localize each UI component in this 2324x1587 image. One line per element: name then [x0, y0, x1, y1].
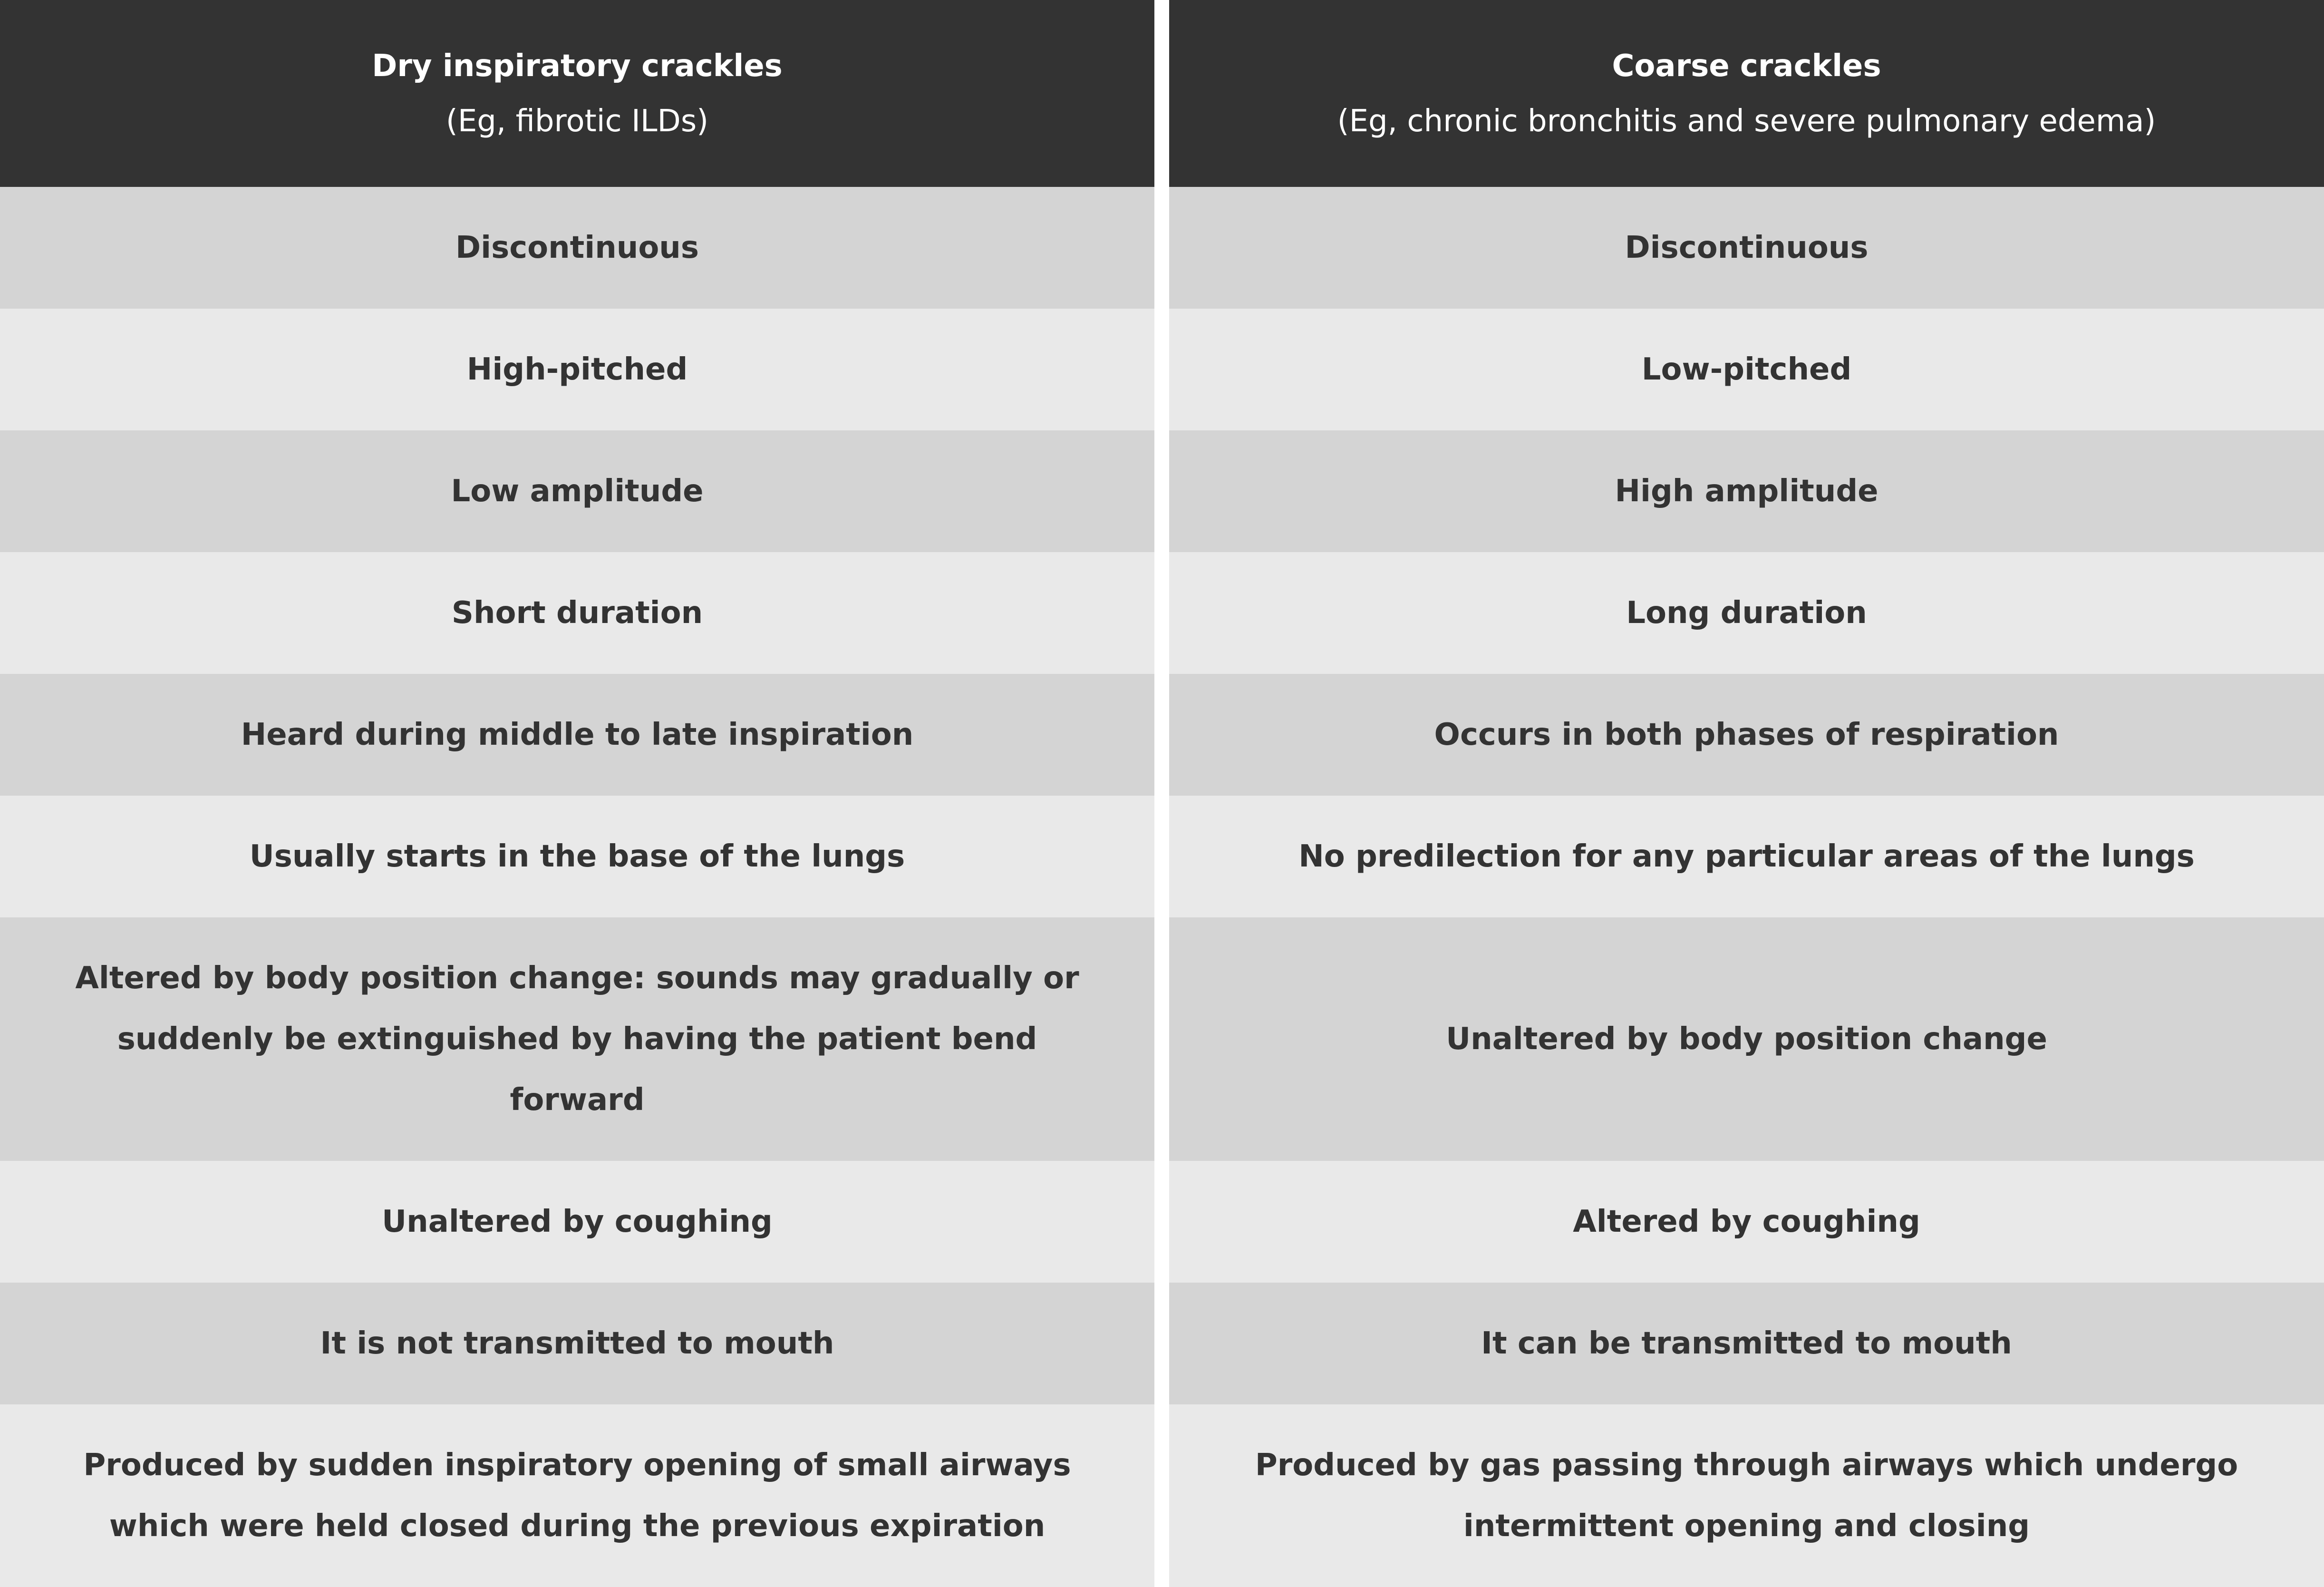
- header-subtitle: (Eg, fibrotic ILDs): [445, 103, 709, 139]
- header-cell: Coarse crackles (Eg, chronic bronchitis a…: [1169, 0, 2324, 187]
- table-cell: No predilection for any particular areas…: [1169, 796, 2324, 917]
- table-cell: Heard during middle to late inspiration: [0, 674, 1154, 796]
- table-cell: Discontinuous: [0, 187, 1154, 309]
- table-cell: Occurs in both phases of respiration: [1169, 674, 2324, 796]
- header-title: Dry inspiratory crackles: [372, 48, 783, 84]
- header-title: Coarse crackles: [1612, 48, 1881, 84]
- table-cell: Low-pitched: [1169, 309, 2324, 430]
- table-cell: Produced by sudden inspiratory opening o…: [0, 1404, 1154, 1587]
- table-cell: High-pitched: [0, 309, 1154, 430]
- table-cell: Discontinuous: [1169, 187, 2324, 309]
- table-cell: Altered by coughing: [1169, 1161, 2324, 1283]
- table-cell: High amplitude: [1169, 430, 2324, 552]
- table-cell: Altered by body position change: sounds …: [0, 917, 1154, 1161]
- table-cell: Unaltered by coughing: [0, 1161, 1154, 1283]
- table-cell: Short duration: [0, 552, 1154, 674]
- table-cell: Unaltered by body position change: [1169, 917, 2324, 1161]
- header-cell: Dry inspiratory crackles (Eg, fibrotic IL…: [0, 0, 1154, 187]
- table-cell: It is not transmitted to mouth: [0, 1283, 1154, 1404]
- header-subtitle: (Eg, chronic bronchitis and severe pulmo…: [1337, 103, 2156, 139]
- table-cell: It can be transmitted to mouth: [1169, 1283, 2324, 1404]
- table-cell: Usually starts in the base of the lungs: [0, 796, 1154, 917]
- table-cell: Produced by gas passing through airways …: [1169, 1404, 2324, 1587]
- table-cell: Long duration: [1169, 552, 2324, 674]
- table-cell: Low amplitude: [0, 430, 1154, 552]
